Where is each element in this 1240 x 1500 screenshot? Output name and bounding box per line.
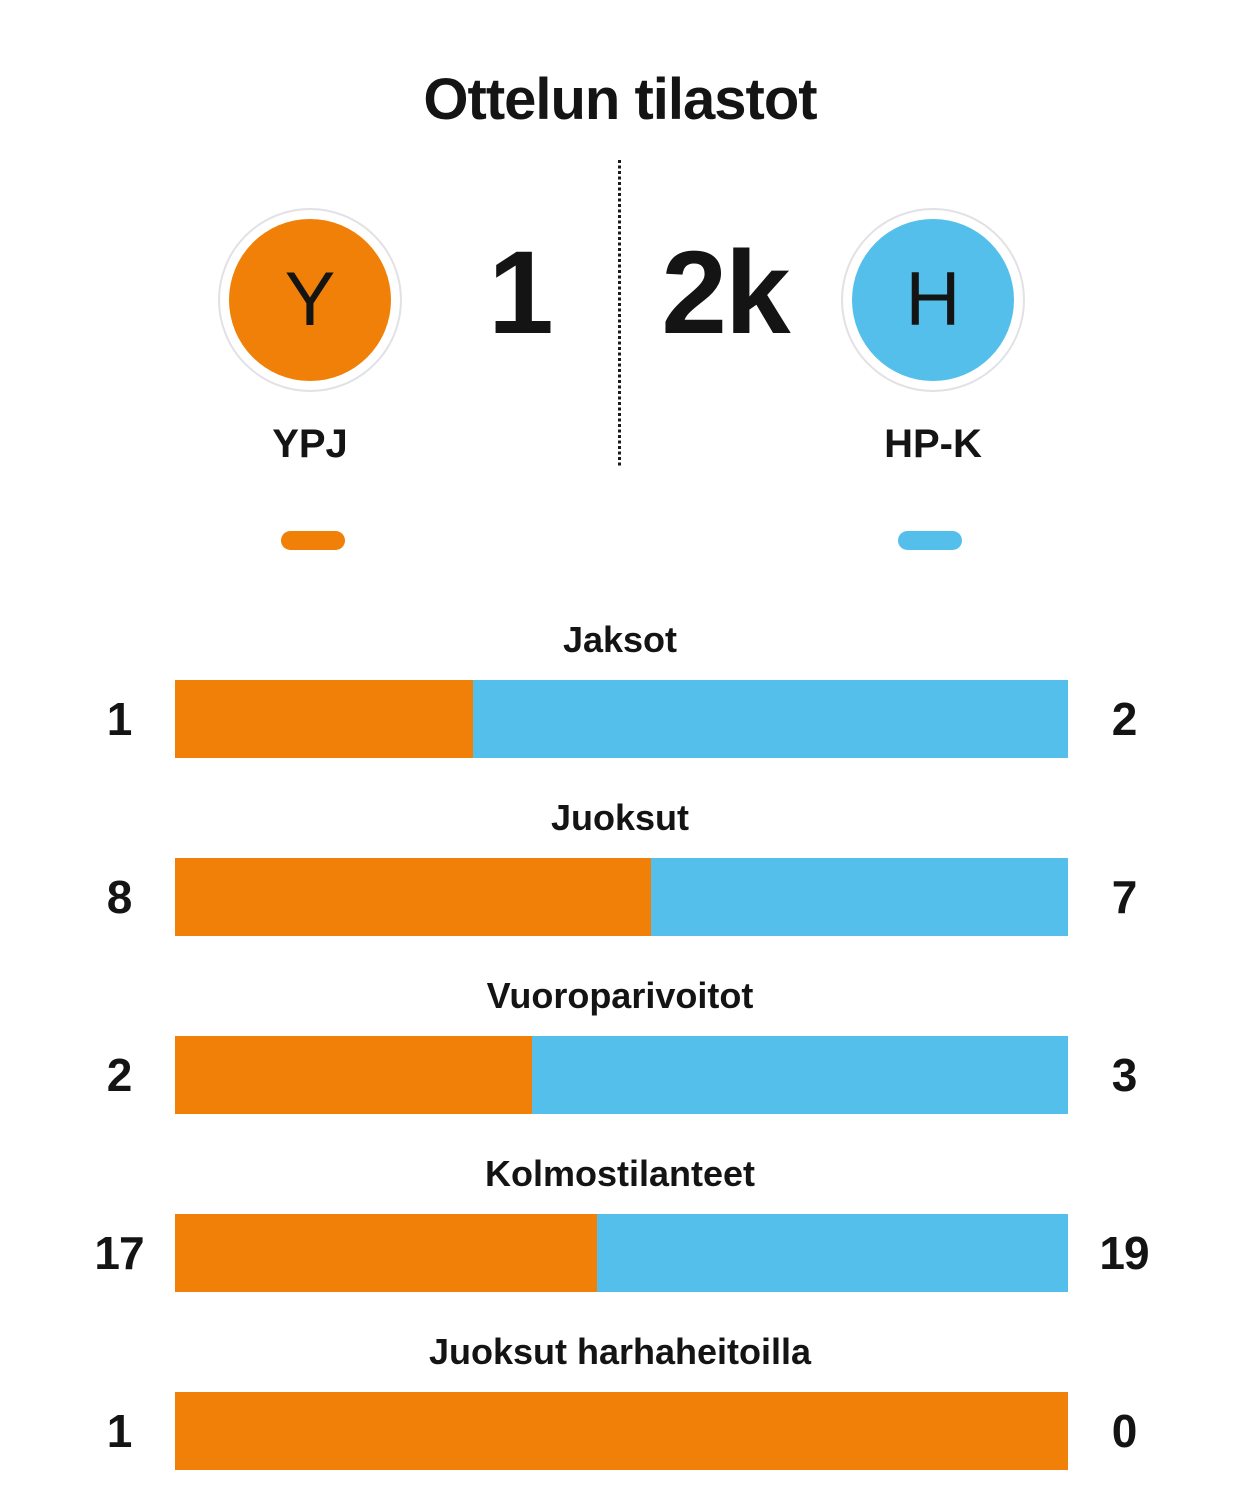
stat-away-value: 0 <box>1111 1405 1138 1457</box>
home-team-letter: Y <box>284 257 336 342</box>
away-team-name: HP-K <box>884 422 982 466</box>
stat-home-value: 2 <box>106 1049 133 1101</box>
away-team-circle: H <box>852 219 1014 381</box>
stat-label: Vuoroparivoitot <box>486 975 754 1016</box>
legend-home-swatch <box>281 531 345 550</box>
stat-row: Juoksut 8 7 <box>0 796 1240 968</box>
stat-bar <box>175 1214 1068 1292</box>
home-team-circle: Y <box>229 219 391 381</box>
stat-row: Vuoroparivoitot 2 3 <box>0 974 1240 1146</box>
away-score: 2k <box>661 227 790 359</box>
away-team-letter: H <box>905 257 961 342</box>
stat-away-value: 19 <box>1099 1227 1149 1279</box>
stat-bar <box>175 680 1068 758</box>
stat-bar-away-segment <box>532 1036 1068 1114</box>
page-title: Ottelun tilastot <box>423 67 817 132</box>
stat-away-value: 7 <box>1111 871 1138 923</box>
stat-bar-away-segment <box>472 680 1068 758</box>
stat-away-value: 2 <box>1111 693 1138 745</box>
stat-bar-home-segment <box>175 1214 597 1292</box>
home-score: 1 <box>488 227 554 359</box>
stat-bar <box>175 1392 1068 1470</box>
dashed-divider <box>618 160 621 468</box>
stat-bar <box>175 1036 1068 1114</box>
stat-label: Juoksut harhaheitoilla <box>428 1331 812 1372</box>
stat-row: Juoksut harhaheitoilla 1 0 <box>0 1330 1240 1500</box>
home-team-name: YPJ <box>272 422 348 466</box>
away-team-badge: H <box>841 208 1025 392</box>
home-team-badge: Y <box>218 208 402 392</box>
stat-away-value: 3 <box>1111 1049 1138 1101</box>
legend-away-swatch <box>898 531 962 550</box>
stat-bar-home-segment <box>175 1036 533 1114</box>
stat-row: Jaksot 1 2 <box>0 618 1240 790</box>
stat-home-value: 8 <box>106 871 133 923</box>
stat-home-value: 1 <box>106 1405 133 1457</box>
stat-home-value: 17 <box>94 1227 144 1279</box>
stat-bar <box>175 858 1068 936</box>
stat-bar-home-segment <box>175 858 652 936</box>
stat-bar-away-segment <box>651 858 1068 936</box>
stat-row: Kolmostilanteet 17 19 <box>0 1152 1240 1324</box>
stat-label: Jaksot <box>562 619 678 660</box>
stat-bar-home-segment <box>175 680 473 758</box>
stat-bar-away-segment <box>596 1214 1068 1292</box>
stat-label: Kolmostilanteet <box>484 1153 756 1194</box>
stat-bar-home-segment <box>175 1392 1068 1470</box>
stat-home-value: 1 <box>106 693 133 745</box>
stat-label: Juoksut <box>550 797 690 838</box>
